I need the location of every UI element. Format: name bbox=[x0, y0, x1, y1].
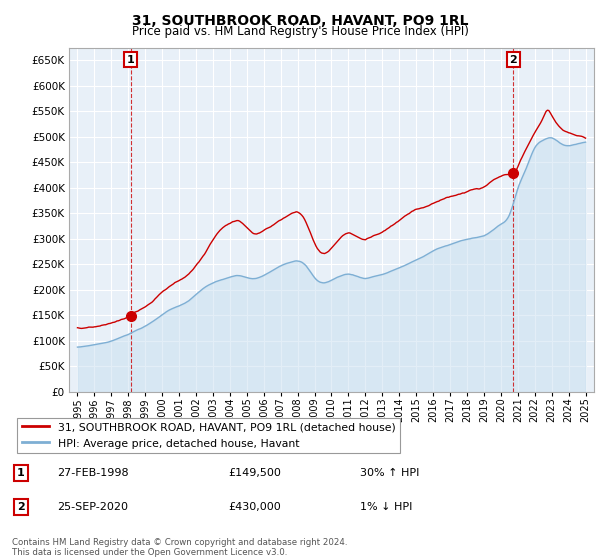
Text: 1: 1 bbox=[17, 468, 25, 478]
Text: Price paid vs. HM Land Registry's House Price Index (HPI): Price paid vs. HM Land Registry's House … bbox=[131, 25, 469, 38]
Text: 27-FEB-1998: 27-FEB-1998 bbox=[57, 468, 128, 478]
Text: 25-SEP-2020: 25-SEP-2020 bbox=[57, 502, 128, 512]
Text: Contains HM Land Registry data © Crown copyright and database right 2024.
This d: Contains HM Land Registry data © Crown c… bbox=[12, 538, 347, 557]
Text: 31, SOUTHBROOK ROAD, HAVANT, PO9 1RL: 31, SOUTHBROOK ROAD, HAVANT, PO9 1RL bbox=[132, 14, 468, 28]
Text: 1: 1 bbox=[127, 55, 134, 64]
Text: £430,000: £430,000 bbox=[228, 502, 281, 512]
Legend: 31, SOUTHBROOK ROAD, HAVANT, PO9 1RL (detached house), HPI: Average price, detac: 31, SOUTHBROOK ROAD, HAVANT, PO9 1RL (de… bbox=[17, 418, 400, 453]
Text: £149,500: £149,500 bbox=[228, 468, 281, 478]
Text: 2: 2 bbox=[509, 55, 517, 64]
Text: 2: 2 bbox=[17, 502, 25, 512]
Text: 1% ↓ HPI: 1% ↓ HPI bbox=[360, 502, 412, 512]
Text: 30% ↑ HPI: 30% ↑ HPI bbox=[360, 468, 419, 478]
